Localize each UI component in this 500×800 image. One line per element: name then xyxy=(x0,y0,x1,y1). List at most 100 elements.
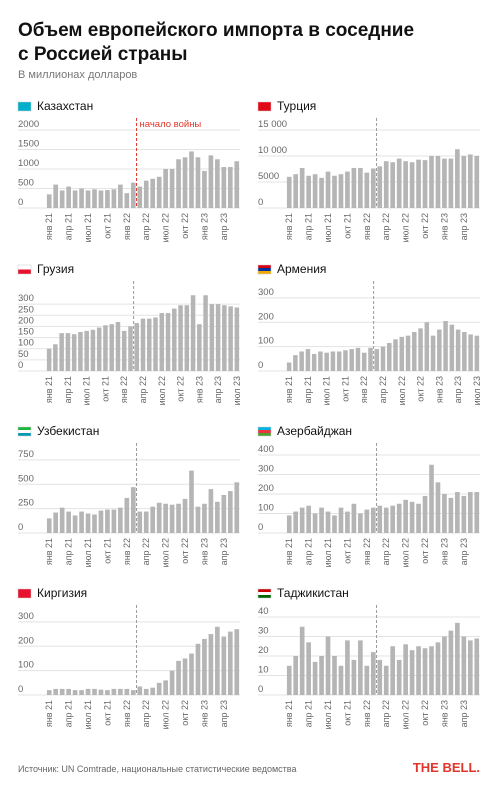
bar xyxy=(150,178,156,208)
x-tick-label: янв 21 xyxy=(44,700,54,727)
bar xyxy=(364,665,370,695)
bar xyxy=(79,511,84,533)
flag xyxy=(18,265,31,270)
flag xyxy=(258,271,271,274)
bar xyxy=(429,646,434,695)
x-tick-label: янв 23 xyxy=(434,376,444,403)
x-tick-label: янв 23 xyxy=(199,538,209,565)
bar xyxy=(403,161,408,208)
bar xyxy=(66,511,71,533)
x-tick-label: апр 23 xyxy=(213,376,223,403)
bar xyxy=(234,161,240,208)
y-tick-label: 100 xyxy=(258,503,274,514)
chart-title: Киргизия xyxy=(37,586,87,600)
bar xyxy=(137,511,143,533)
y-tick-label: 300 xyxy=(258,464,274,475)
bar xyxy=(286,362,292,371)
x-tick-label: янв 23 xyxy=(194,376,204,403)
bar xyxy=(455,492,460,533)
bar xyxy=(338,507,344,533)
bar xyxy=(396,503,402,533)
bar xyxy=(143,511,149,533)
bar xyxy=(215,304,221,371)
x-tick-label: окт 21 xyxy=(102,213,112,239)
flag-border xyxy=(257,264,272,275)
flag xyxy=(18,430,31,433)
bar xyxy=(338,665,344,695)
y-tick-label: 40 xyxy=(258,606,269,617)
chart-panel: Казахстан 0 500 1000 1500 2000 янв 21 апр 21 июл… xyxy=(17,99,240,242)
bar xyxy=(396,158,402,208)
bar xyxy=(325,636,331,695)
flag xyxy=(258,433,271,436)
bar xyxy=(377,166,383,208)
bar xyxy=(79,690,84,695)
y-tick-label: 200 xyxy=(258,483,274,494)
bar xyxy=(319,507,324,533)
bar xyxy=(336,351,342,371)
bar xyxy=(98,190,104,208)
x-tick-label: окт 21 xyxy=(342,538,352,564)
chart-title: Армения xyxy=(277,262,326,276)
bar xyxy=(72,190,78,208)
bar xyxy=(461,156,467,208)
bar xyxy=(134,323,139,371)
source: Источник: UN Comtrade, национальные стат… xyxy=(18,764,297,774)
bar xyxy=(461,636,467,695)
bar xyxy=(305,349,311,371)
x-tick-label: апр 22 xyxy=(378,376,388,403)
bar xyxy=(312,174,318,208)
flag xyxy=(18,269,31,274)
y-tick-label: 50 xyxy=(18,349,29,360)
bar xyxy=(343,350,348,371)
bar xyxy=(143,688,149,695)
bar xyxy=(429,464,434,533)
bar xyxy=(468,334,473,371)
x-tick-label: окт 21 xyxy=(340,376,350,402)
bar xyxy=(349,349,354,371)
bar xyxy=(105,190,110,208)
bar xyxy=(147,318,152,371)
bar xyxy=(46,518,52,533)
x-tick-label: окт 22 xyxy=(176,376,186,402)
bar xyxy=(409,650,415,695)
bar xyxy=(455,149,460,208)
flag-border xyxy=(17,264,32,275)
bar xyxy=(92,189,97,208)
bar xyxy=(306,175,311,208)
bar xyxy=(455,329,461,371)
bar xyxy=(306,505,311,533)
bar xyxy=(429,156,434,208)
bar xyxy=(299,351,304,371)
bar xyxy=(234,482,240,533)
bar xyxy=(399,336,405,371)
x-tick-label: янв 21 xyxy=(44,538,54,565)
bar xyxy=(197,324,202,371)
y-tick-label: 100 xyxy=(18,660,34,671)
flag xyxy=(258,427,271,430)
bar xyxy=(195,506,201,533)
bar xyxy=(330,351,336,371)
bar xyxy=(319,177,324,208)
bar xyxy=(227,631,233,695)
bar xyxy=(338,174,344,208)
bar xyxy=(130,690,136,695)
y-tick-label: 750 xyxy=(18,449,34,460)
bar xyxy=(390,162,396,208)
bar xyxy=(165,313,171,371)
x-tick-label: окт 21 xyxy=(342,700,352,726)
y-tick-label: 1500 xyxy=(18,139,39,150)
y-tick-label: 2000 xyxy=(18,119,39,130)
y-tick-label: 0 xyxy=(258,522,263,533)
bar xyxy=(169,169,175,208)
bar xyxy=(435,156,441,208)
bar xyxy=(124,497,130,533)
chart-panel: Армения 0 100 200 300 янв 21 апр 21 июл 21 окт 2… xyxy=(257,262,482,405)
chart-title: Турция xyxy=(277,99,316,113)
x-tick-label: янв 22 xyxy=(122,538,132,565)
x-tick-label: янв 21 xyxy=(284,538,294,565)
x-tick-label: окт 22 xyxy=(420,538,430,564)
bar xyxy=(442,636,447,695)
bar xyxy=(85,513,91,533)
x-tick-label: апр 23 xyxy=(459,538,469,565)
